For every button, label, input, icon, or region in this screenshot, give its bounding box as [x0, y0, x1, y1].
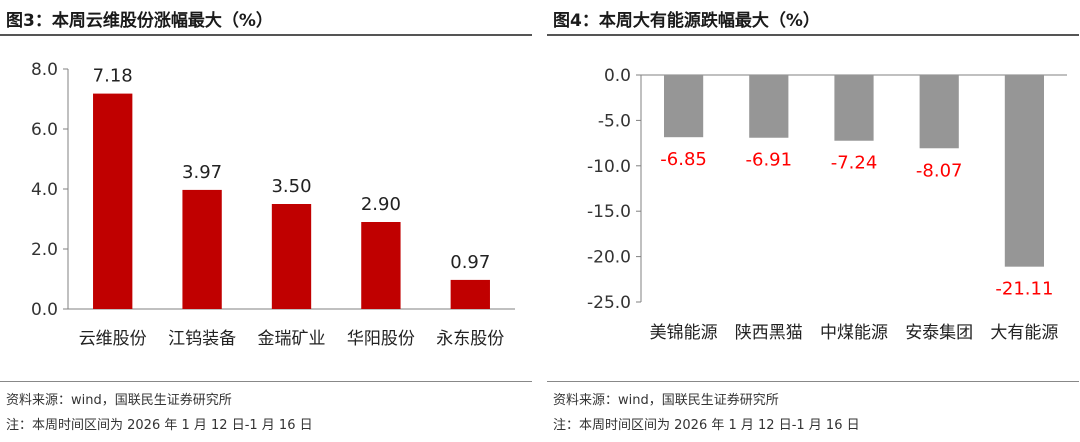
data-label: -6.91 [746, 150, 793, 171]
data-label: 0.97 [450, 252, 490, 273]
category-label: 云维股份 [79, 329, 147, 349]
category-label: 永东股份 [436, 329, 504, 349]
category-label: 中煤能源 [820, 323, 888, 343]
data-label: 3.50 [271, 176, 311, 197]
y-tick-label: -20.0 [587, 248, 631, 268]
y-tick-label: -15.0 [587, 202, 631, 222]
bar [1004, 75, 1044, 267]
category-label: 安泰集团 [905, 323, 973, 343]
data-label: -8.07 [916, 160, 963, 181]
chart-title: 图4：本周大有能源跌幅最大（%） [553, 11, 820, 31]
gainers-bar-chart: 0.0 2.0 4.0 6.0 8.0 7.18 云维股份 3.97 江钨装备 3.50 金瑞矿业 2… [31, 60, 515, 349]
bar [271, 204, 312, 309]
bar [919, 75, 959, 149]
category-label: 大有能源 [990, 323, 1058, 343]
category-label: 金瑞矿业 [258, 329, 326, 349]
title-divider [547, 34, 1079, 36]
y-tick-label: 0.0 [31, 300, 58, 320]
chart-title: 图3：本周云维股份涨幅最大（%） [6, 11, 273, 31]
y-tick-label: -10.0 [587, 157, 631, 177]
source-text: 资料来源：wind，国联民生证券研究所 [553, 393, 779, 408]
bar [749, 75, 789, 138]
category-label: 美锦能源 [650, 323, 718, 343]
y-tick-label: 6.0 [31, 120, 58, 140]
category-label: 华阳股份 [347, 329, 415, 349]
y-tick-label: 0.0 [604, 66, 631, 86]
bar [93, 93, 133, 309]
bar [834, 75, 874, 141]
bar [182, 189, 222, 309]
note-text: 注：本周时间区间为 2026 年 1 月 12 日-1 月 16 日 [553, 418, 860, 433]
source-text: 资料来源：wind，国联民生证券研究所 [6, 393, 232, 408]
data-label: 7.18 [93, 66, 133, 87]
y-tick-label: 8.0 [31, 60, 58, 80]
y-tick-label: 4.0 [31, 180, 58, 200]
bar [450, 279, 490, 309]
left-chart-panel: 图3：本周云维股份涨幅最大（%） 0.0 2.0 4.0 6.0 8.0 7.18 云维股份… [0, 0, 532, 442]
data-label: 3.97 [182, 162, 222, 183]
data-label: -21.11 [995, 279, 1053, 300]
losers-bar-chart: 0.0 -5.0 -10.0 -15.0 -20.0 -25.0 -6.85 美锦能源 -6.9… [587, 66, 1067, 343]
bar [664, 75, 704, 138]
footer-divider [547, 381, 1079, 382]
y-tick-label: -5.0 [598, 111, 631, 131]
y-tick-label: -25.0 [587, 293, 631, 313]
data-label: 2.90 [361, 194, 401, 215]
data-label: -6.85 [660, 149, 707, 170]
title-divider [0, 34, 532, 36]
category-label: 陕西黑猫 [735, 323, 803, 343]
right-chart-panel: 图4：本周大有能源跌幅最大（%） 0.0 -5.0 -10.0 -15.0 -20.0 -… [547, 0, 1079, 442]
category-label: 江钨装备 [168, 329, 236, 349]
footer-divider [0, 381, 532, 382]
note-text: 注：本周时间区间为 2026 年 1 月 12 日-1 月 16 日 [6, 418, 313, 433]
bar [361, 222, 401, 309]
y-tick-label: 2.0 [31, 240, 58, 260]
data-label: -7.24 [831, 153, 878, 174]
